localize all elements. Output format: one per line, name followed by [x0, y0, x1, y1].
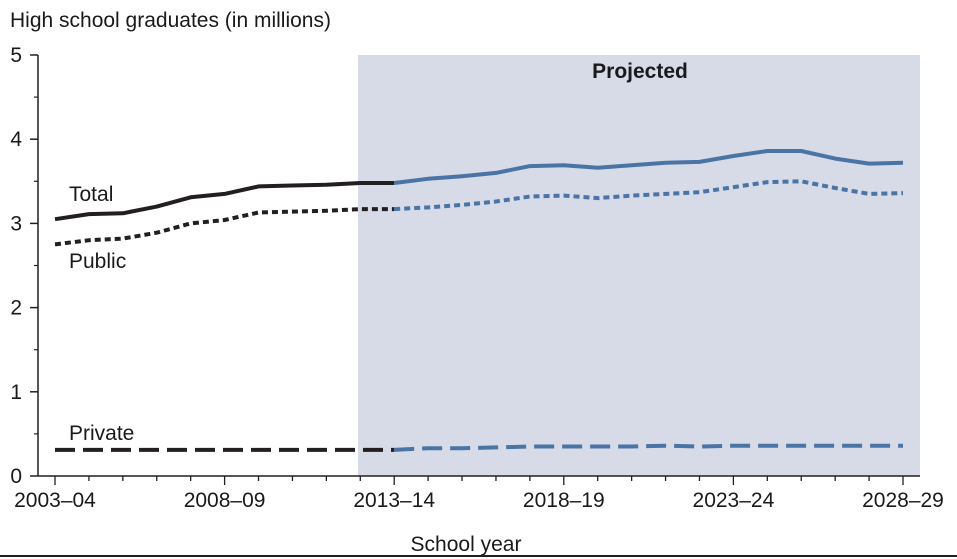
series-label-private: Private [69, 422, 134, 445]
y-tick-label: 3 [10, 212, 22, 235]
series-line-total-projected [393, 149, 904, 185]
series-line-total-actual [54, 181, 395, 222]
series-line-public-projected [394, 179, 904, 212]
y-tick-label: 1 [10, 381, 22, 404]
series-label-public: Public [69, 250, 126, 273]
y-axis-title: High school graduates (in millions) [10, 9, 331, 32]
y-tick-label: 0 [10, 465, 22, 488]
x-tick-label: 2023–24 [693, 489, 775, 512]
series-line-public-actual [54, 207, 395, 247]
x-tick-label: 2028–29 [862, 489, 944, 512]
y-tick-label: 4 [10, 128, 22, 151]
series-line-private-projected [394, 443, 903, 452]
x-tick-label: 2013–14 [353, 489, 435, 512]
x-tick-label: 2018–19 [523, 489, 605, 512]
x-tick-label: 2003–04 [14, 489, 96, 512]
series-label-total: Total [69, 183, 113, 206]
projected-annotation: Projected [592, 60, 688, 83]
x-axis-title: School year [411, 533, 522, 556]
y-tick-label: 5 [10, 44, 22, 67]
x-tick-label: 2008–09 [184, 489, 266, 512]
y-tick-label: 2 [10, 297, 22, 320]
projection-band [358, 55, 920, 476]
